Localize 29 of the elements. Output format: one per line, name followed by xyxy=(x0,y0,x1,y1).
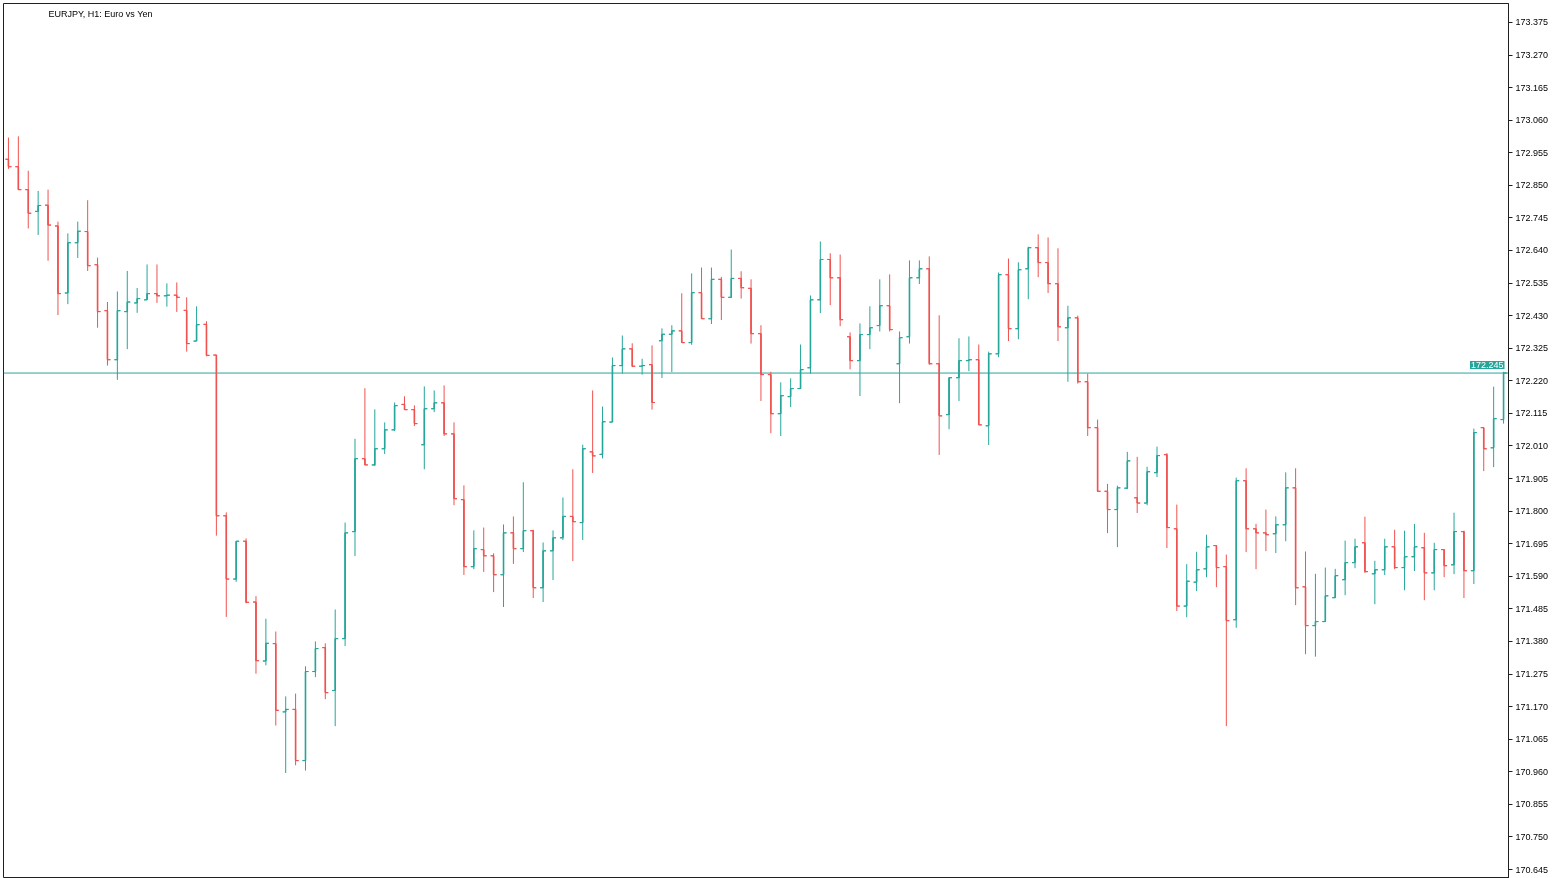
y-tick-label: 172.955 xyxy=(1515,147,1549,158)
ref-line-label: 172.245 xyxy=(1470,360,1504,371)
y-tick-label: 171.695 xyxy=(1515,538,1549,549)
text: EURJPY, H1: Euro vs Yen xyxy=(48,8,153,19)
y-tick-label: 171.800 xyxy=(1515,506,1549,517)
y-tick-label: 172.535 xyxy=(1515,278,1549,289)
y-tick-label: 172.850 xyxy=(1515,180,1549,191)
y-tick-label: 172.010 xyxy=(1515,440,1549,451)
y-tick-label: 170.750 xyxy=(1515,831,1549,842)
y-tick-label: 171.275 xyxy=(1515,669,1549,680)
y-tick-label: 172.325 xyxy=(1515,343,1549,354)
y-tick-label: 170.855 xyxy=(1515,799,1549,810)
y-tick-label: 172.640 xyxy=(1515,245,1549,256)
y-tick-label: 172.430 xyxy=(1515,310,1549,321)
y-tick-label: 173.060 xyxy=(1515,115,1549,126)
y-tick-label: 173.375 xyxy=(1515,17,1549,28)
y-tick-label: 170.645 xyxy=(1515,864,1549,875)
y-tick-label: 173.165 xyxy=(1515,82,1549,93)
y-tick-label: 172.115 xyxy=(1515,408,1548,419)
y-tick-label: 171.170 xyxy=(1515,701,1549,712)
y-tick-label: 172.745 xyxy=(1515,212,1549,223)
y-tick-label: 171.380 xyxy=(1515,636,1549,647)
y-tick-label: 173.270 xyxy=(1515,50,1549,61)
y-tick-label: 172.220 xyxy=(1515,375,1549,386)
y-tick-label: 171.065 xyxy=(1515,734,1549,745)
y-tick-label: 170.960 xyxy=(1515,766,1549,777)
y-tick-label: 171.485 xyxy=(1515,603,1549,614)
y-tick-label: 171.905 xyxy=(1515,473,1549,484)
y-tick-label: 171.590 xyxy=(1515,571,1549,582)
